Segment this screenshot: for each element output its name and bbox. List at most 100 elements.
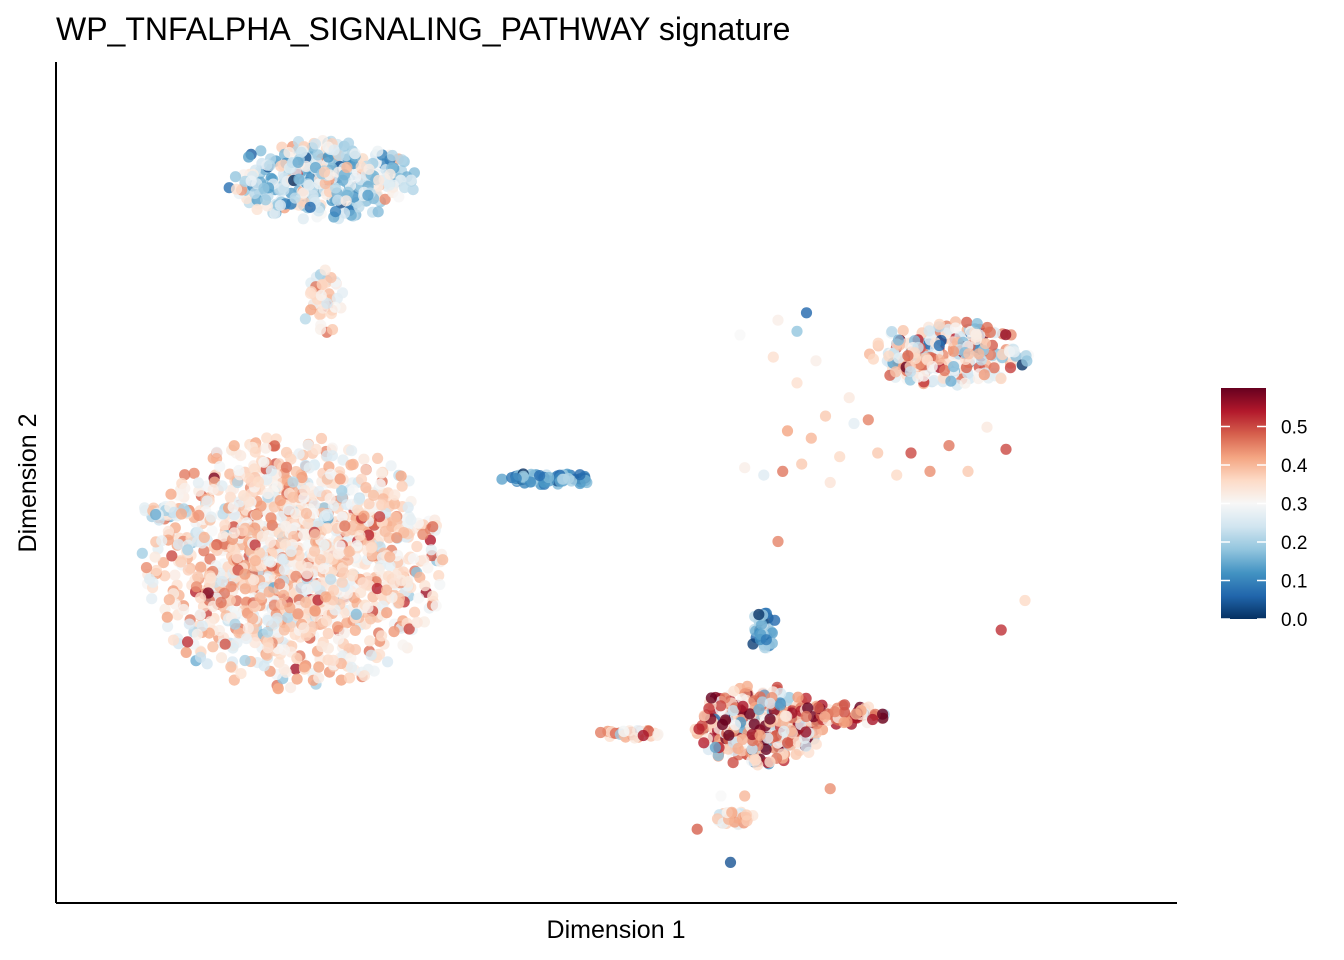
scatter-point (403, 623, 415, 635)
scatter-point (389, 489, 401, 501)
scatter-point (979, 338, 992, 350)
scatter-point (283, 146, 295, 159)
scatter-point (744, 708, 756, 720)
scatter-point (207, 641, 219, 653)
scatter-point (227, 542, 239, 554)
scatter-point (258, 182, 270, 194)
scatter-point (715, 700, 727, 712)
scatter-point (764, 713, 776, 725)
scatter-point (652, 728, 664, 740)
scatter-point (287, 491, 299, 503)
scatter-point (904, 366, 917, 378)
scatter-point (346, 445, 358, 457)
scatter-point (304, 287, 317, 299)
scatter-point (782, 737, 794, 749)
scatter-point (353, 201, 365, 213)
scatter-point (351, 540, 363, 552)
scatter-point (905, 447, 917, 459)
scatter-point (732, 742, 744, 755)
scatter-point (284, 602, 296, 614)
scatter-point (349, 624, 361, 637)
scatter-point (183, 618, 195, 630)
scatter-point (192, 477, 204, 489)
scatter-point (357, 577, 369, 589)
scatter-point (264, 159, 276, 172)
scatter-point (748, 718, 760, 730)
scatter-point (194, 609, 206, 621)
scatter-point (886, 326, 898, 338)
scatter-point (316, 279, 328, 291)
scatter-point (891, 469, 903, 481)
scatter-point (179, 469, 191, 481)
scatter-point (326, 450, 338, 462)
scatter-point (245, 175, 257, 187)
scatter-point (320, 615, 333, 627)
scatter-point (1019, 594, 1031, 607)
scatter-point (843, 392, 855, 404)
scatter-point (693, 723, 705, 735)
scatter-point (237, 525, 249, 537)
scatter-point (375, 467, 388, 479)
scatter-point (205, 511, 217, 523)
scatter-point (340, 195, 352, 207)
scatter-point (764, 756, 776, 768)
scatter-point (371, 582, 383, 595)
scatter-point (147, 576, 159, 588)
scatter-point (867, 353, 880, 365)
scatter-point (824, 783, 836, 795)
scatter-point (201, 495, 213, 507)
scatter-point (193, 509, 205, 521)
scatter-point (336, 287, 349, 299)
scatter-point (365, 613, 377, 625)
scatter-point (422, 562, 434, 574)
scatter-point (215, 652, 228, 664)
scatter-point (300, 507, 312, 520)
scatter-point (338, 567, 350, 579)
scatter-point (161, 611, 173, 623)
scatter-point (382, 656, 394, 668)
scatter-point (313, 672, 325, 684)
scatter-point (167, 634, 180, 646)
scatter-point (534, 470, 546, 482)
scatter-point (219, 638, 231, 650)
scatter-point (339, 520, 351, 532)
scatter-point (719, 714, 732, 726)
scatter-point (405, 174, 417, 186)
scatter-point (756, 618, 768, 630)
scatter-point (618, 726, 630, 738)
scatter-point (862, 414, 874, 426)
scatter-point (1000, 329, 1012, 341)
scatter-point (981, 421, 993, 433)
scatter-point (1000, 443, 1012, 455)
scatter-point (230, 183, 243, 195)
scatter-point (365, 649, 377, 661)
scatter-point (736, 733, 749, 746)
scatter-point (1008, 346, 1021, 358)
scatter-point (396, 480, 408, 492)
x-axis-title: Dimension 1 (547, 916, 686, 944)
scatter-point (301, 568, 313, 580)
scatter-point (781, 710, 793, 723)
scatter-point (960, 361, 973, 374)
scatter-point (278, 589, 290, 601)
scatter-point (411, 540, 423, 553)
scatter-point (332, 548, 344, 560)
scatter-point (345, 661, 358, 674)
scatter-point (321, 297, 333, 309)
scatter-point (272, 683, 284, 695)
scatter-point (995, 624, 1007, 636)
scatter-point (260, 194, 272, 206)
colorbar-tick-label: 0.0 (1281, 610, 1307, 631)
scatter-point (178, 603, 190, 616)
scatter-point (893, 352, 905, 364)
scatter-point (328, 144, 340, 156)
scatter-point (292, 608, 304, 620)
scatter-point (265, 465, 277, 477)
scatter-point (251, 203, 263, 215)
scatter-point (289, 192, 301, 204)
scatter-point (414, 571, 426, 584)
scatter-point (385, 460, 397, 472)
scatter-point (291, 673, 303, 685)
scatter-point (265, 512, 277, 524)
